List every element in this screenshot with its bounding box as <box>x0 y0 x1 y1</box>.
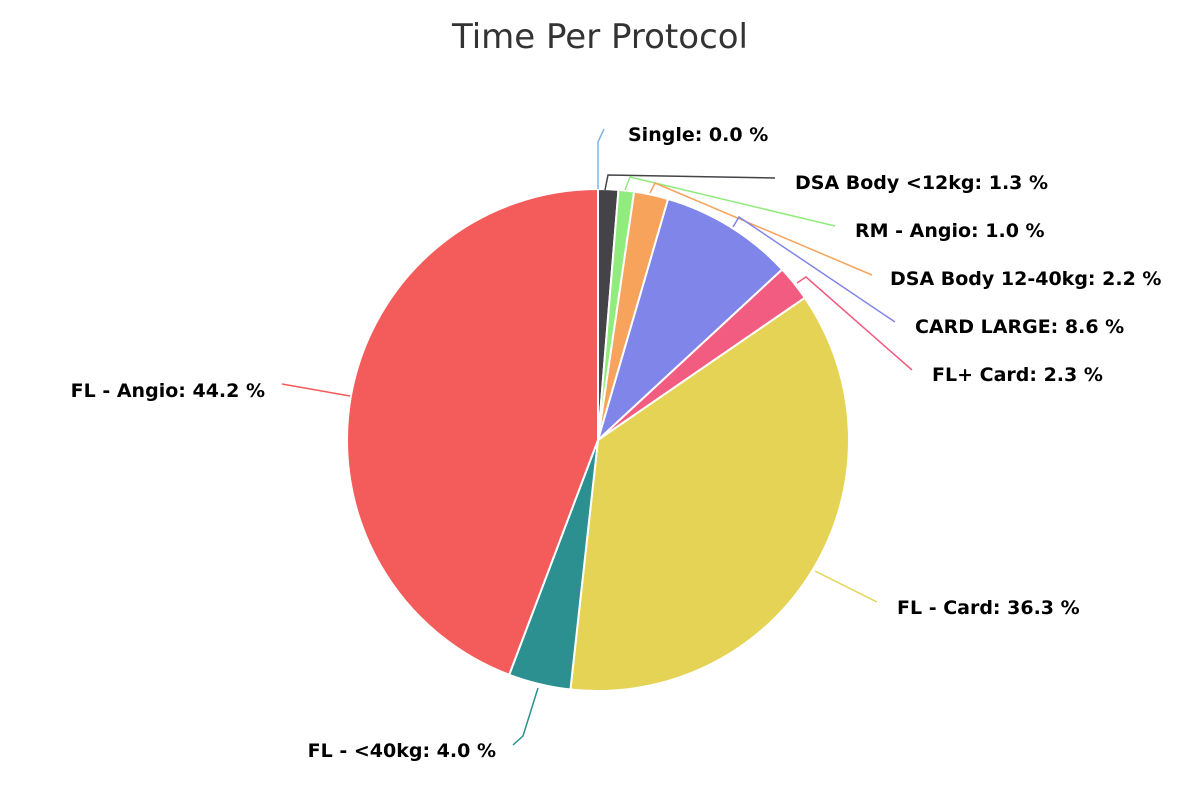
connector-single <box>597 128 605 189</box>
slice-label-fl-card: FL+ Card: 2.3 % <box>932 364 1103 386</box>
slice-label-fl-40kg: FL - <40kg: 4.0 % <box>308 740 496 762</box>
connector-fl-card <box>796 276 913 371</box>
slice-label-card-large: CARD LARGE: 8.6 % <box>915 316 1124 338</box>
pie-slices <box>346 188 850 692</box>
label-connectors <box>281 128 913 746</box>
connector-fl-card <box>814 570 878 603</box>
connector-dsa-body-12-40kg <box>649 182 873 276</box>
slice-label-dsa-body-12-40kg: DSA Body 12-40kg: 2.2 % <box>890 268 1161 290</box>
connector-rm-angio <box>624 176 836 227</box>
pie-slice-fl-angio[interactable] <box>346 188 599 676</box>
connector-fl-40kg <box>512 687 539 746</box>
pie-slice-card-large[interactable] <box>597 197 784 441</box>
slice-label-fl-angio: FL - Angio: 44.2 % <box>71 380 265 402</box>
connector-card-large <box>732 215 896 323</box>
slice-labels: Single: 0.0 % DSA Body <12kg: 1.3 % RM - A… <box>71 124 1162 762</box>
connector-dsa-body-12kg <box>604 174 776 191</box>
connector-fl-angio <box>281 383 351 397</box>
slice-label-dsa-body-12kg: DSA Body <12kg: 1.3 % <box>795 172 1048 194</box>
slice-label-rm-angio: RM - Angio: 1.0 % <box>855 220 1045 242</box>
slice-label-fl-card: FL - Card: 36.3 % <box>897 597 1080 619</box>
chart-title: Time Per Protocol <box>451 17 748 57</box>
pie-slice-fl-card[interactable] <box>569 296 850 692</box>
slice-label-single: Single: 0.0 % <box>628 124 768 146</box>
